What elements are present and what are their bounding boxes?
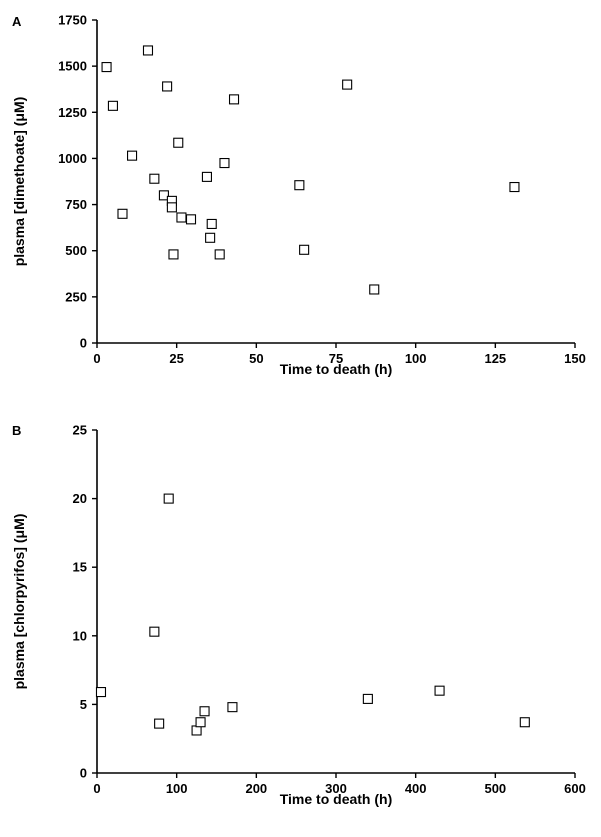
- x-axis-title: Time to death (h): [280, 791, 393, 807]
- y-tick-label: 15: [73, 560, 87, 575]
- y-tick-label: 20: [73, 491, 87, 506]
- ticks: 0 5 10 15 20 25 0 100 200 300 400 500 600: [73, 423, 586, 797]
- data-point: [101, 62, 112, 73]
- x-tick-label: 100: [166, 781, 188, 796]
- data-point: [191, 725, 202, 736]
- data-point: [185, 214, 197, 225]
- data-points: [101, 45, 520, 295]
- data-point: [127, 150, 138, 161]
- data-point: [168, 249, 179, 260]
- x-tick-label: 0: [93, 351, 100, 366]
- data-point: [205, 232, 216, 243]
- panel-b: B plasma [chlorpyrifos] (μM) Time to dea…: [11, 423, 586, 808]
- data-point: [154, 718, 165, 729]
- y-axis-title: plasma [chlorpyrifos] (μM): [11, 514, 27, 690]
- data-point: [228, 94, 240, 105]
- data-point: [219, 157, 230, 169]
- data-point: [227, 702, 238, 713]
- panel-a: A plasma [dimethoate] (μM) Time to death…: [11, 13, 586, 378]
- panel-letter: A: [12, 14, 22, 29]
- x-tick-label: 150: [564, 351, 586, 366]
- data-point: [149, 626, 160, 637]
- x-tick-label: 300: [325, 781, 347, 796]
- data-point: [107, 100, 118, 111]
- panel-letter: B: [12, 423, 21, 438]
- data-point: [142, 45, 154, 56]
- y-tick-label: 25: [73, 423, 87, 438]
- x-axis-title: Time to death (h): [280, 361, 393, 377]
- data-point: [117, 208, 128, 219]
- data-point: [163, 493, 174, 504]
- y-tick-label: 0: [80, 336, 87, 351]
- y-tick-label: 500: [65, 243, 87, 258]
- data-point: [173, 137, 184, 148]
- y-tick-label: 5: [80, 697, 87, 712]
- x-tick-label: 400: [405, 781, 427, 796]
- x-tick-label: 25: [169, 351, 183, 366]
- y-tick-label: 1750: [58, 13, 87, 28]
- data-point: [294, 180, 305, 191]
- data-points: [95, 493, 530, 736]
- y-tick-label: 750: [65, 197, 87, 212]
- x-tick-label: 600: [564, 781, 586, 796]
- x-tick-label: 125: [484, 351, 506, 366]
- data-point: [206, 218, 217, 230]
- data-point: [158, 190, 169, 201]
- data-point: [166, 202, 177, 213]
- y-axis-title: plasma [dimethoate] (μM): [11, 97, 27, 267]
- data-point: [369, 284, 380, 295]
- x-tick-label: 0: [93, 781, 100, 796]
- data-point: [342, 79, 353, 90]
- data-point: [176, 212, 187, 223]
- y-tick-label: 0: [80, 766, 87, 781]
- y-tick-label: 1000: [58, 151, 87, 166]
- data-point: [519, 717, 530, 728]
- data-point: [195, 717, 206, 728]
- ticks: 0 250 500 750 1000 1250 1500 1750 0 25 50 75 100 125 1…: [58, 13, 586, 367]
- data-point: [199, 706, 210, 717]
- y-tick-label: 250: [65, 289, 87, 304]
- y-tick-label: 1500: [58, 59, 87, 74]
- x-tick-label: 50: [249, 351, 263, 366]
- x-tick-label: 75: [329, 351, 343, 366]
- data-point: [95, 687, 107, 698]
- data-point: [162, 81, 173, 92]
- data-point: [201, 171, 212, 182]
- x-tick-label: 100: [405, 351, 427, 366]
- x-tick-label: 500: [484, 781, 506, 796]
- data-point: [149, 173, 160, 184]
- data-point: [509, 181, 520, 193]
- x-tick-label: 200: [245, 781, 267, 796]
- data-point: [362, 693, 373, 704]
- data-point: [299, 244, 310, 255]
- data-point: [214, 249, 225, 260]
- y-tick-label: 1250: [58, 105, 87, 120]
- y-tick-label: 10: [73, 628, 87, 643]
- data-point: [434, 685, 445, 696]
